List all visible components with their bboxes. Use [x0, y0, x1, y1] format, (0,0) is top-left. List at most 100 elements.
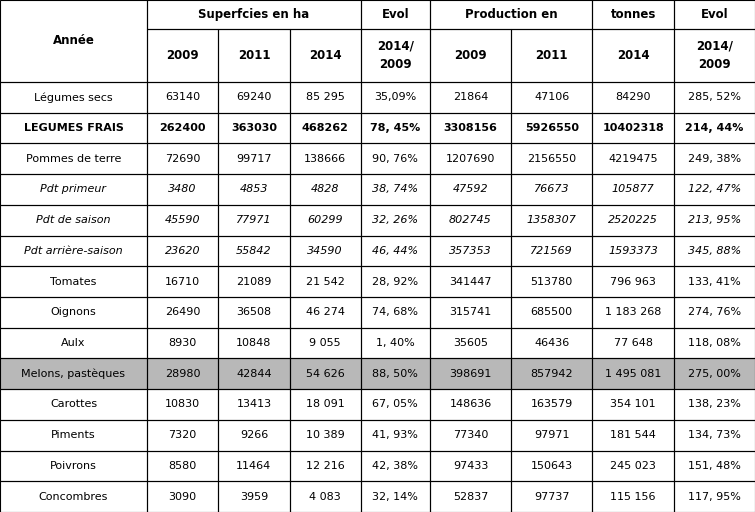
Bar	[361, 389, 430, 420]
Text: 363030: 363030	[231, 123, 277, 133]
Text: LEGUMES FRAIS: LEGUMES FRAIS	[23, 123, 123, 133]
Text: 41, 93%: 41, 93%	[372, 430, 418, 440]
Text: 12 216: 12 216	[306, 461, 344, 471]
Bar	[218, 113, 289, 143]
Text: Concombres: Concombres	[39, 492, 108, 502]
Bar	[673, 451, 755, 481]
Text: 77 648: 77 648	[614, 338, 652, 348]
Text: 18 091: 18 091	[306, 399, 344, 410]
Text: 249, 38%: 249, 38%	[688, 154, 741, 164]
Text: 513780: 513780	[531, 276, 573, 287]
Bar	[289, 113, 361, 143]
Text: 46436: 46436	[534, 338, 569, 348]
Bar	[361, 174, 430, 205]
Bar	[593, 420, 673, 451]
Bar	[673, 297, 755, 328]
Bar	[147, 358, 218, 389]
Text: 55842: 55842	[236, 246, 272, 256]
Bar	[361, 82, 430, 113]
Bar	[0, 358, 147, 389]
Bar	[361, 481, 430, 512]
Text: 5926550: 5926550	[525, 123, 579, 133]
Text: Pommes de terre: Pommes de terre	[26, 154, 122, 164]
Bar	[430, 328, 511, 358]
Text: 21864: 21864	[453, 92, 488, 102]
Text: 28980: 28980	[165, 369, 200, 379]
Bar	[289, 174, 361, 205]
Bar	[511, 236, 593, 266]
Text: 245 023: 245 023	[610, 461, 656, 471]
Text: 357353: 357353	[449, 246, 492, 256]
Bar	[289, 420, 361, 451]
Bar	[218, 358, 289, 389]
Bar	[0, 328, 147, 358]
Text: 10 389: 10 389	[306, 430, 344, 440]
Text: 34590: 34590	[307, 246, 343, 256]
Text: 46, 44%: 46, 44%	[372, 246, 418, 256]
Bar	[593, 236, 673, 266]
Bar	[0, 174, 147, 205]
Bar	[673, 328, 755, 358]
Bar	[673, 481, 755, 512]
Bar	[430, 451, 511, 481]
Text: Evol: Evol	[701, 8, 728, 21]
Bar	[511, 451, 593, 481]
Text: 52837: 52837	[453, 492, 488, 502]
Text: 36508: 36508	[236, 307, 272, 317]
Text: 97971: 97971	[534, 430, 569, 440]
Text: Pdt primeur: Pdt primeur	[41, 184, 106, 195]
Bar	[430, 481, 511, 512]
Text: 285, 52%: 285, 52%	[688, 92, 741, 102]
Text: 150643: 150643	[531, 461, 573, 471]
Text: 1207690: 1207690	[445, 154, 495, 164]
Bar	[673, 113, 755, 143]
Bar	[593, 266, 673, 297]
Text: 133, 41%: 133, 41%	[688, 276, 741, 287]
Bar	[593, 297, 673, 328]
Text: tonnes: tonnes	[610, 8, 656, 21]
Bar	[147, 236, 218, 266]
Text: Légumes secs: Légumes secs	[34, 92, 112, 102]
Bar	[673, 29, 755, 82]
Bar	[511, 481, 593, 512]
Bar	[289, 205, 361, 236]
Bar	[218, 205, 289, 236]
Text: 10402318: 10402318	[602, 123, 664, 133]
Text: 181 544: 181 544	[610, 430, 656, 440]
Text: 46 274: 46 274	[306, 307, 345, 317]
Text: Carottes: Carottes	[50, 399, 97, 410]
Text: 77340: 77340	[453, 430, 488, 440]
Text: 2014/
2009: 2014/ 2009	[696, 40, 733, 71]
Text: 97737: 97737	[534, 492, 569, 502]
Text: 2011: 2011	[238, 49, 270, 62]
Text: 10830: 10830	[165, 399, 200, 410]
Text: 74, 68%: 74, 68%	[372, 307, 418, 317]
Bar	[147, 297, 218, 328]
Text: 3308156: 3308156	[443, 123, 498, 133]
Text: 2014: 2014	[309, 49, 341, 62]
Text: 1358307: 1358307	[527, 215, 577, 225]
Text: 99717: 99717	[236, 154, 272, 164]
Bar	[593, 82, 673, 113]
Bar	[430, 113, 511, 143]
Bar	[430, 358, 511, 389]
Text: 28, 92%: 28, 92%	[372, 276, 418, 287]
Text: 21 542: 21 542	[306, 276, 344, 287]
Text: 78, 45%: 78, 45%	[370, 123, 421, 133]
Bar	[289, 451, 361, 481]
Bar	[289, 358, 361, 389]
Text: 214, 44%: 214, 44%	[686, 123, 744, 133]
Bar	[0, 420, 147, 451]
Bar	[218, 481, 289, 512]
Text: 802745: 802745	[449, 215, 492, 225]
Text: 67, 05%: 67, 05%	[372, 399, 418, 410]
Text: 796 963: 796 963	[610, 276, 656, 287]
Bar	[0, 0, 147, 82]
Bar	[673, 205, 755, 236]
Bar	[430, 29, 511, 82]
Bar	[511, 205, 593, 236]
Text: Superfcies en ha: Superfcies en ha	[199, 8, 310, 21]
Bar	[218, 266, 289, 297]
Bar	[430, 358, 511, 389]
Text: 122, 47%: 122, 47%	[688, 184, 741, 195]
